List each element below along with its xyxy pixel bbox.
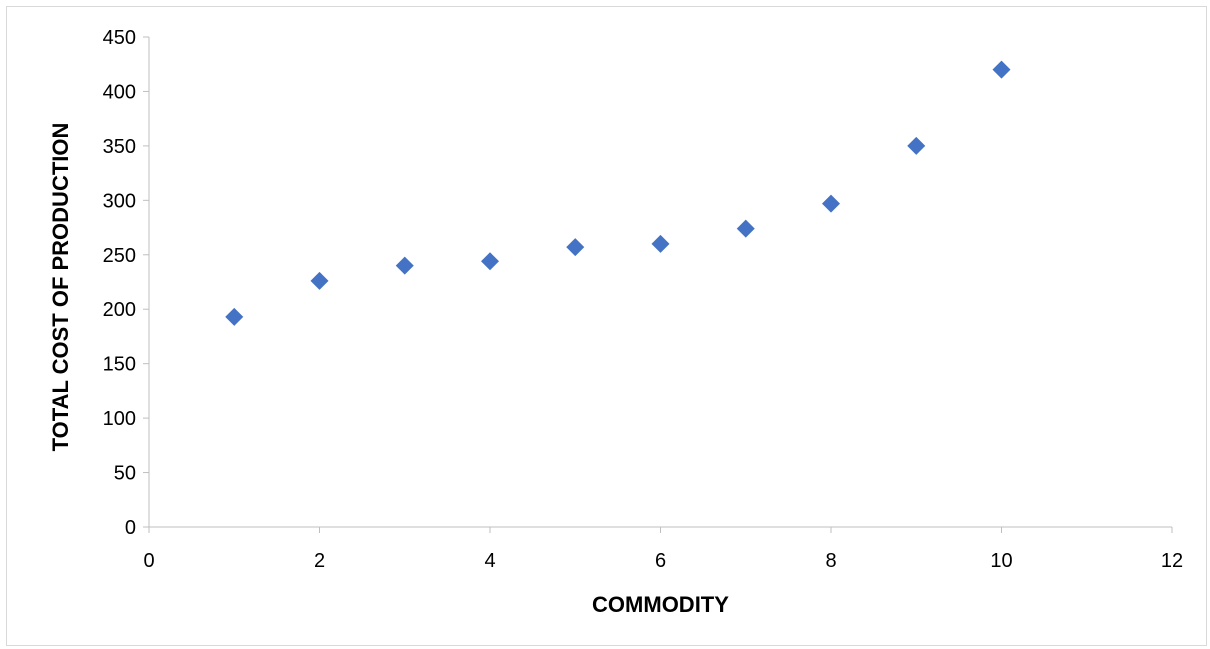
data-point bbox=[310, 271, 329, 290]
data-points bbox=[225, 60, 1011, 326]
data-point bbox=[992, 60, 1011, 79]
y-axis-title: TOTAL COST OF PRODUCTION bbox=[48, 123, 73, 452]
x-tick-label: 12 bbox=[1161, 550, 1183, 572]
x-tick-label: 2 bbox=[314, 550, 325, 572]
data-point bbox=[907, 136, 926, 155]
y-tick-label: 350 bbox=[103, 136, 136, 158]
y-axis-ticks: 0 50 100 150 200 250 300 350 400 450 bbox=[103, 27, 149, 539]
y-tick-label: 400 bbox=[103, 81, 136, 103]
y-tick-label: 50 bbox=[114, 463, 136, 485]
x-tick-label: 6 bbox=[655, 550, 666, 572]
data-point bbox=[225, 307, 244, 326]
x-axis-title: COMMODITY bbox=[592, 592, 729, 617]
x-tick-label: 8 bbox=[825, 550, 836, 572]
x-axis-ticks: 0 2 4 6 8 10 12 bbox=[143, 527, 1183, 572]
y-tick-label: 150 bbox=[103, 354, 136, 376]
data-point bbox=[651, 234, 670, 253]
data-point bbox=[395, 256, 414, 275]
y-tick-label: 0 bbox=[125, 517, 136, 539]
y-tick-label: 250 bbox=[103, 245, 136, 267]
data-point bbox=[566, 238, 585, 257]
x-tick-label: 10 bbox=[990, 550, 1012, 572]
axes bbox=[148, 37, 1172, 528]
data-point bbox=[736, 219, 755, 238]
y-tick-label: 300 bbox=[103, 190, 136, 212]
y-tick-label: 200 bbox=[103, 299, 136, 321]
x-tick-label: 0 bbox=[143, 550, 154, 572]
y-tick-label: 450 bbox=[103, 27, 136, 49]
data-point bbox=[481, 252, 499, 271]
x-tick-label: 4 bbox=[484, 550, 495, 572]
data-point bbox=[822, 194, 840, 213]
chart-area bbox=[6, 6, 1207, 646]
y-tick-label: 100 bbox=[103, 408, 136, 430]
